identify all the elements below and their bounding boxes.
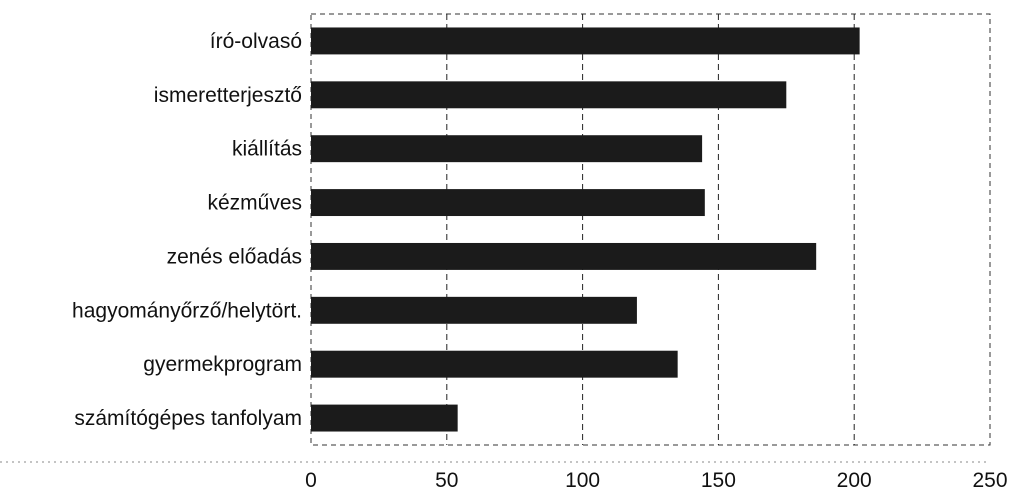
bar <box>311 296 637 324</box>
category-label: kézműves <box>207 192 302 215</box>
x-tick-label: 100 <box>565 469 600 492</box>
category-label: számítógépes tanfolyam <box>74 407 302 430</box>
category-label: zenés előadás <box>167 245 302 268</box>
category-label: író-olvasó <box>210 30 302 53</box>
bar <box>311 350 678 378</box>
bar <box>311 404 458 432</box>
x-tick-label: 250 <box>972 469 1007 492</box>
plot-frame <box>310 13 991 446</box>
x-tick-label: 0 <box>305 469 317 492</box>
x-axis-ticks: 0 50 100 150 200 250 <box>305 469 1007 492</box>
category-label: gyermekprogram <box>143 353 302 376</box>
gridlines <box>0 13 991 463</box>
category-label: hagyományőrző/helytört. <box>72 299 302 322</box>
bar <box>311 81 787 109</box>
bars <box>311 27 860 432</box>
category-labels: író-olvasó ismeretterjesztő kiállítás kézmű… <box>72 30 302 430</box>
x-tick-label: 150 <box>701 469 736 492</box>
bar <box>311 242 817 270</box>
x-tick-label: 200 <box>837 469 872 492</box>
bar <box>311 27 860 55</box>
category-label: ismeretterjesztő <box>154 84 302 107</box>
x-tick-label: 50 <box>435 469 458 492</box>
bar <box>311 135 703 163</box>
bar <box>311 189 705 217</box>
category-label: kiállítás <box>232 138 302 161</box>
